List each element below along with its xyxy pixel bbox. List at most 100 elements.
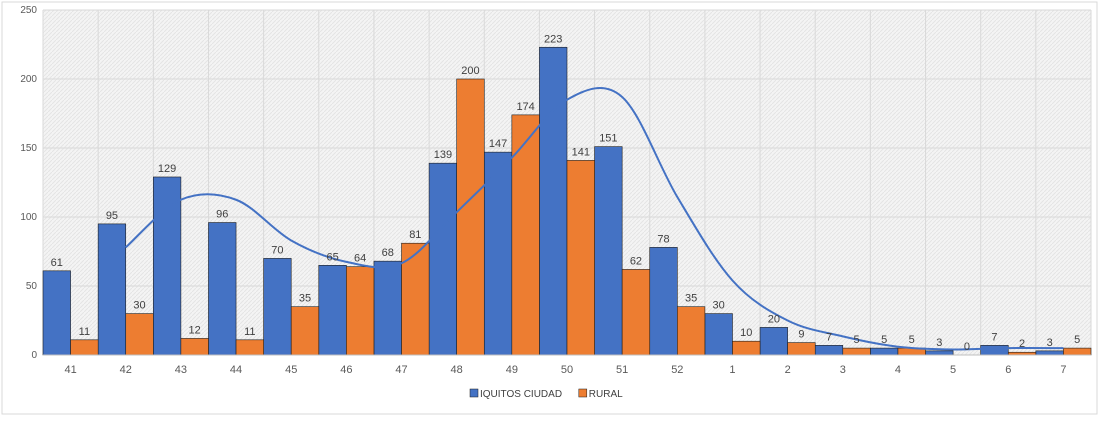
data-label-iquitos: 20 [768, 313, 780, 325]
bar-iquitos [870, 347, 899, 356]
x-tick-label: 45 [285, 364, 297, 376]
bar-iquitos [1035, 350, 1064, 356]
data-label-rural: 5 [1074, 334, 1080, 346]
x-tick-label: 41 [64, 364, 76, 376]
x-tick-label: 7 [1060, 364, 1066, 376]
bar-iquitos [759, 327, 788, 356]
bar-rural [235, 339, 264, 356]
legend-swatch-iquitos [469, 388, 479, 398]
bar-rural [125, 313, 154, 356]
y-tick-label: 100 [20, 212, 37, 223]
data-label-iquitos: 129 [158, 163, 176, 175]
x-tick-label: 47 [395, 364, 407, 376]
x-tick-label: 51 [616, 364, 628, 376]
data-label-iquitos: 151 [599, 133, 617, 145]
data-label-rural: 174 [516, 101, 534, 113]
data-label-rural: 141 [572, 146, 590, 158]
bar-iquitos [539, 46, 568, 356]
data-label-rural: 5 [854, 334, 860, 346]
legend-label-rural: RURAL [589, 389, 623, 400]
data-label-iquitos: 7 [991, 331, 997, 343]
data-label-iquitos: 3 [1047, 337, 1053, 349]
data-label-rural: 12 [189, 324, 201, 336]
bar-rural [70, 339, 99, 356]
x-tick-label: 52 [671, 364, 683, 376]
bar-rural [511, 114, 540, 356]
data-label-iquitos: 78 [657, 233, 669, 245]
data-label-rural: 0 [964, 341, 970, 353]
data-label-iquitos: 147 [489, 138, 507, 150]
trendline [125, 87, 1064, 351]
bar-rural [180, 338, 209, 356]
data-label-iquitos: 30 [713, 300, 725, 312]
trendline-path [125, 87, 1064, 351]
x-tick-label: 48 [451, 364, 463, 376]
bar-iquitos [208, 222, 237, 356]
data-label-rural: 30 [133, 300, 145, 312]
bar-rural [842, 347, 871, 356]
legend: IQUITOS CIUDAD RURAL [469, 388, 623, 400]
x-tick-label: 42 [120, 364, 132, 376]
y-tick-label: 0 [31, 350, 37, 361]
x-tick-label: 5 [950, 364, 956, 376]
bar-iquitos [97, 223, 127, 356]
data-label-rural: 11 [244, 326, 255, 338]
data-label-rural: 5 [909, 334, 915, 346]
bar-rural [456, 78, 485, 356]
data-label-rural: 2 [1019, 338, 1025, 350]
bar-rural [732, 340, 761, 356]
data-label-iquitos: 65 [326, 251, 338, 263]
data-label-iquitos: 96 [216, 209, 228, 221]
y-tick-label: 250 [20, 5, 37, 16]
data-label-rural: 64 [354, 253, 366, 265]
bar-rural [566, 160, 595, 356]
x-tick-label: 6 [1005, 364, 1011, 376]
bars [42, 46, 1092, 356]
data-label-iquitos: 139 [434, 149, 452, 161]
legend-swatch-rural [578, 388, 588, 398]
y-tick-label: 50 [26, 281, 38, 292]
data-label-rural: 35 [685, 293, 697, 305]
data-label-rural: 35 [299, 293, 311, 305]
legend-label-iquitos: IQUITOS CIUDAD [480, 389, 562, 400]
data-label-rural: 200 [461, 65, 479, 77]
x-tick-label: 50 [561, 364, 573, 376]
data-label-iquitos: 223 [544, 33, 562, 45]
data-label-iquitos: 61 [51, 257, 63, 269]
bar-rural [290, 306, 320, 356]
x-tick-label: 3 [840, 364, 846, 376]
bar-iquitos [594, 146, 623, 356]
x-tick-label: 46 [340, 364, 352, 376]
x-tick-label: 2 [785, 364, 791, 376]
x-tick-label: 4 [895, 364, 901, 376]
bar-iquitos [428, 162, 457, 356]
bar-iquitos [263, 258, 292, 356]
data-label-rural: 9 [798, 329, 804, 341]
bar-rural [346, 266, 375, 356]
y-tick-label: 150 [20, 143, 37, 154]
x-axis: 41 42 43 44 45 46 47 48 49 50 51 52 1 2 3 4 5 6 7 [43, 354, 1091, 376]
y-tick-label: 200 [20, 74, 37, 85]
bar-iquitos [925, 350, 954, 356]
bar-iquitos [814, 345, 844, 356]
y-axis: 0 50 100 150 200 250 [20, 5, 37, 361]
bar-iquitos [373, 260, 402, 356]
bar-rural [677, 306, 706, 356]
data-label-iquitos: 7 [826, 331, 832, 343]
data-label-rural: 62 [630, 255, 642, 267]
bar-rural [787, 342, 816, 356]
x-tick-label: 43 [175, 364, 187, 376]
bar-iquitos [649, 247, 678, 356]
data-label-iquitos: 3 [936, 337, 942, 349]
bar-iquitos [704, 313, 733, 356]
bar-iquitos [483, 151, 513, 356]
bar-rural [621, 269, 651, 356]
x-tick-label: 49 [506, 364, 518, 376]
data-label-iquitos: 95 [106, 210, 118, 222]
data-label-iquitos: 70 [271, 244, 283, 256]
bar-iquitos [980, 345, 1009, 356]
data-label-rural: 10 [740, 327, 752, 339]
